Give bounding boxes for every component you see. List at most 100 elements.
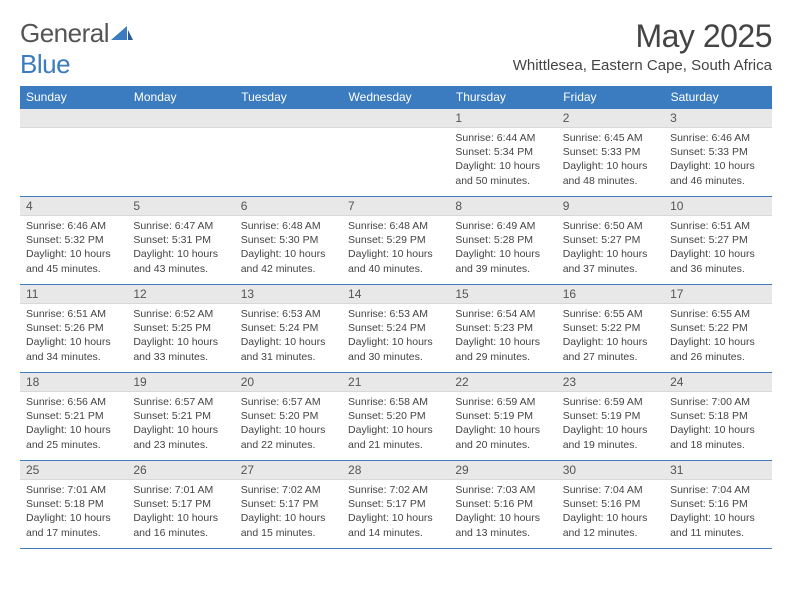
sunrise-text: Sunrise: 6:51 AM: [670, 219, 765, 233]
day-content: Sunrise: 6:44 AMSunset: 5:34 PMDaylight:…: [449, 128, 556, 191]
day-number: 20: [235, 373, 342, 392]
day-number: 7: [342, 197, 449, 216]
sunset-text: Sunset: 5:17 PM: [133, 497, 228, 511]
sunrise-text: Sunrise: 7:01 AM: [26, 483, 121, 497]
sunrise-text: Sunrise: 7:04 AM: [563, 483, 658, 497]
calendar-cell: 25Sunrise: 7:01 AMSunset: 5:18 PMDayligh…: [20, 461, 127, 549]
sunrise-text: Sunrise: 6:45 AM: [563, 131, 658, 145]
day-content: Sunrise: 7:01 AMSunset: 5:18 PMDaylight:…: [20, 480, 127, 543]
sunrise-text: Sunrise: 6:53 AM: [348, 307, 443, 321]
day-content: Sunrise: 6:50 AMSunset: 5:27 PMDaylight:…: [557, 216, 664, 279]
day-content: Sunrise: 7:02 AMSunset: 5:17 PMDaylight:…: [235, 480, 342, 543]
sunset-text: Sunset: 5:18 PM: [670, 409, 765, 423]
daylight-line2: and 23 minutes.: [133, 438, 228, 452]
daylight-line1: Daylight: 10 hours: [241, 335, 336, 349]
daylight-line1: Daylight: 10 hours: [26, 423, 121, 437]
day-number: 12: [127, 285, 234, 304]
daylight-line1: Daylight: 10 hours: [455, 423, 550, 437]
day-header: Tuesday: [235, 86, 342, 109]
daylight-line2: and 50 minutes.: [455, 174, 550, 188]
sunset-text: Sunset: 5:19 PM: [563, 409, 658, 423]
calendar-cell: 4Sunrise: 6:46 AMSunset: 5:32 PMDaylight…: [20, 197, 127, 285]
daylight-line2: and 33 minutes.: [133, 350, 228, 364]
calendar-cell: 14Sunrise: 6:53 AMSunset: 5:24 PMDayligh…: [342, 285, 449, 373]
day-content: Sunrise: 7:03 AMSunset: 5:16 PMDaylight:…: [449, 480, 556, 543]
calendar-cell: 7Sunrise: 6:48 AMSunset: 5:29 PMDaylight…: [342, 197, 449, 285]
calendar-cell: [20, 109, 127, 197]
day-number: 30: [557, 461, 664, 480]
day-number: 31: [664, 461, 771, 480]
daylight-line2: and 36 minutes.: [670, 262, 765, 276]
day-content: Sunrise: 6:56 AMSunset: 5:21 PMDaylight:…: [20, 392, 127, 455]
sunrise-text: Sunrise: 6:46 AM: [26, 219, 121, 233]
sunrise-text: Sunrise: 6:46 AM: [670, 131, 765, 145]
day-number: 5: [127, 197, 234, 216]
day-content: Sunrise: 7:04 AMSunset: 5:16 PMDaylight:…: [664, 480, 771, 543]
day-number-empty: [20, 109, 127, 128]
day-content: Sunrise: 6:51 AMSunset: 5:27 PMDaylight:…: [664, 216, 771, 279]
sunrise-text: Sunrise: 6:53 AM: [241, 307, 336, 321]
day-content: Sunrise: 7:01 AMSunset: 5:17 PMDaylight:…: [127, 480, 234, 543]
sunrise-text: Sunrise: 7:03 AM: [455, 483, 550, 497]
calendar-week: 11Sunrise: 6:51 AMSunset: 5:26 PMDayligh…: [20, 285, 772, 373]
sunset-text: Sunset: 5:20 PM: [348, 409, 443, 423]
calendar-body: 1Sunrise: 6:44 AMSunset: 5:34 PMDaylight…: [20, 109, 772, 549]
day-content-empty: [20, 128, 127, 134]
daylight-line2: and 18 minutes.: [670, 438, 765, 452]
day-content: Sunrise: 6:51 AMSunset: 5:26 PMDaylight:…: [20, 304, 127, 367]
calendar-cell: 20Sunrise: 6:57 AMSunset: 5:20 PMDayligh…: [235, 373, 342, 461]
sunset-text: Sunset: 5:33 PM: [563, 145, 658, 159]
daylight-line2: and 27 minutes.: [563, 350, 658, 364]
calendar-cell: 13Sunrise: 6:53 AMSunset: 5:24 PMDayligh…: [235, 285, 342, 373]
calendar-table: SundayMondayTuesdayWednesdayThursdayFrid…: [20, 86, 772, 549]
sunset-text: Sunset: 5:32 PM: [26, 233, 121, 247]
daylight-line1: Daylight: 10 hours: [670, 159, 765, 173]
sunrise-text: Sunrise: 7:01 AM: [133, 483, 228, 497]
location: Whittlesea, Eastern Cape, South Africa: [513, 57, 772, 74]
day-number: 27: [235, 461, 342, 480]
day-number: 14: [342, 285, 449, 304]
day-number: 18: [20, 373, 127, 392]
daylight-line2: and 42 minutes.: [241, 262, 336, 276]
daylight-line1: Daylight: 10 hours: [670, 335, 765, 349]
sunrise-text: Sunrise: 6:58 AM: [348, 395, 443, 409]
sunrise-text: Sunrise: 6:56 AM: [26, 395, 121, 409]
day-number: 9: [557, 197, 664, 216]
daylight-line1: Daylight: 10 hours: [563, 247, 658, 261]
sunset-text: Sunset: 5:27 PM: [670, 233, 765, 247]
sunset-text: Sunset: 5:18 PM: [26, 497, 121, 511]
sunset-text: Sunset: 5:25 PM: [133, 321, 228, 335]
logo-general: General: [20, 18, 109, 48]
sunset-text: Sunset: 5:24 PM: [348, 321, 443, 335]
day-number: 28: [342, 461, 449, 480]
sunset-text: Sunset: 5:17 PM: [348, 497, 443, 511]
day-number: 2: [557, 109, 664, 128]
day-number: 10: [664, 197, 771, 216]
daylight-line2: and 25 minutes.: [26, 438, 121, 452]
daylight-line1: Daylight: 10 hours: [241, 423, 336, 437]
sunset-text: Sunset: 5:30 PM: [241, 233, 336, 247]
daylight-line2: and 29 minutes.: [455, 350, 550, 364]
logo-text: GeneralBlue: [20, 18, 133, 80]
sunrise-text: Sunrise: 6:57 AM: [133, 395, 228, 409]
sunset-text: Sunset: 5:16 PM: [455, 497, 550, 511]
day-header: Monday: [127, 86, 234, 109]
sunrise-text: Sunrise: 6:54 AM: [455, 307, 550, 321]
logo-sail-icon: [111, 26, 133, 42]
calendar-week: 25Sunrise: 7:01 AMSunset: 5:18 PMDayligh…: [20, 461, 772, 549]
day-number-empty: [342, 109, 449, 128]
daylight-line2: and 31 minutes.: [241, 350, 336, 364]
day-number: 29: [449, 461, 556, 480]
daylight-line2: and 39 minutes.: [455, 262, 550, 276]
day-header: Thursday: [449, 86, 556, 109]
calendar-cell: 28Sunrise: 7:02 AMSunset: 5:17 PMDayligh…: [342, 461, 449, 549]
daylight-line1: Daylight: 10 hours: [348, 423, 443, 437]
day-content-empty: [235, 128, 342, 134]
sunrise-text: Sunrise: 6:59 AM: [563, 395, 658, 409]
day-content: Sunrise: 6:59 AMSunset: 5:19 PMDaylight:…: [449, 392, 556, 455]
daylight-line2: and 12 minutes.: [563, 526, 658, 540]
sunset-text: Sunset: 5:19 PM: [455, 409, 550, 423]
sunrise-text: Sunrise: 7:00 AM: [670, 395, 765, 409]
daylight-line2: and 46 minutes.: [670, 174, 765, 188]
sunrise-text: Sunrise: 6:59 AM: [455, 395, 550, 409]
